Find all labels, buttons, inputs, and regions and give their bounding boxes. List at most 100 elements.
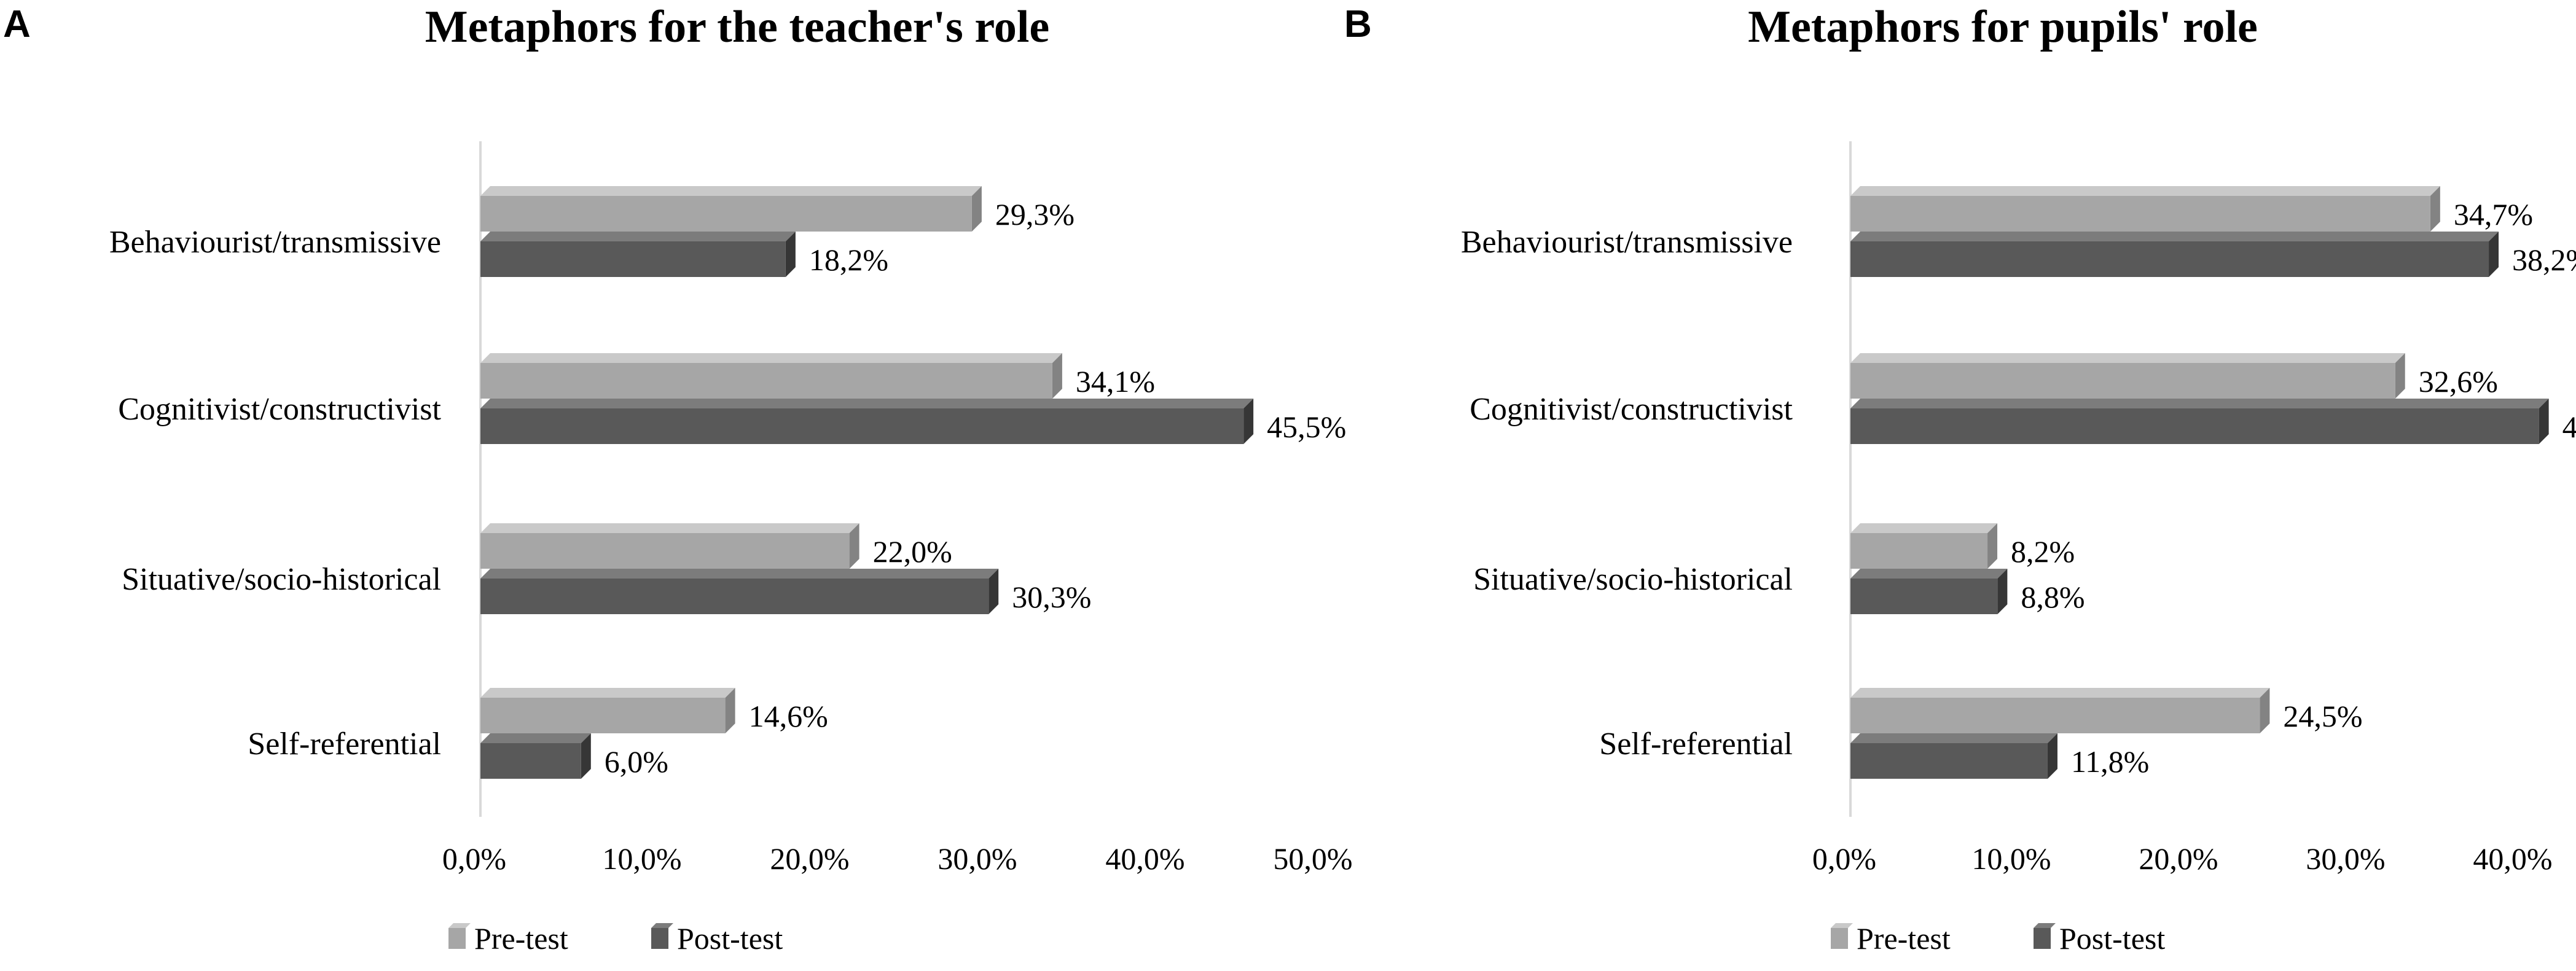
x-tick-label: 10,0% <box>602 841 681 876</box>
bar-side-face <box>785 232 796 277</box>
data-label: 41,2% <box>2562 410 2576 444</box>
data-label: 32,6% <box>2419 364 2498 399</box>
bar-post-test <box>480 399 1254 444</box>
bar-front-face <box>1850 698 2260 733</box>
bar-front-face <box>480 533 850 569</box>
bar-top-face <box>480 523 859 533</box>
bar-front-face <box>1850 408 2539 444</box>
bar-top-face <box>1850 353 2405 363</box>
bar-top-face <box>480 353 1062 363</box>
legend-swatch <box>1831 928 1848 949</box>
x-tick-label: 0,0% <box>442 841 506 876</box>
legend-label: Pre-test <box>474 921 568 956</box>
category-label: Behaviourist/transmissive <box>109 225 441 260</box>
bar-side-face <box>725 688 735 733</box>
data-label: 22,0% <box>873 534 952 569</box>
chart-panel-b: B Metaphors for pupils' role Behaviouris… <box>1344 2 2576 956</box>
bar-front-face <box>1850 579 1998 614</box>
legend-label: Post-test <box>2059 921 2165 956</box>
data-label: 14,6% <box>749 699 828 733</box>
x-tick-label: 0,0% <box>1812 841 1876 876</box>
data-label: 18,2% <box>809 243 888 277</box>
bar-side-face <box>1987 523 1998 569</box>
data-label: 6,0% <box>605 744 668 779</box>
bar-side-face <box>1997 569 2008 614</box>
bar-top-face <box>480 232 796 241</box>
bar-front-face <box>480 363 1052 399</box>
bar-front-face <box>1850 533 1988 569</box>
bar-side-face <box>2260 688 2270 733</box>
bar-top-face <box>480 399 1254 408</box>
bar-side-face <box>989 569 999 614</box>
data-label: 29,3% <box>995 197 1075 232</box>
legend-swatch <box>651 928 668 949</box>
x-tick-label: 40,0% <box>2473 841 2552 876</box>
bar-pre-test <box>1850 688 2270 733</box>
category-label: Cognitivist/constructivist <box>1470 392 1793 427</box>
bar-post-test <box>480 232 796 277</box>
x-tick-label: 30,0% <box>2306 841 2385 876</box>
category-label: Situative/socio-historical <box>1473 562 1793 597</box>
bar-side-face <box>1243 399 1254 444</box>
bar-top-face <box>1850 733 2057 743</box>
bar-top-face <box>1850 186 2440 196</box>
data-label: 24,5% <box>2283 699 2362 733</box>
panel-letter-b: B <box>1344 3 1372 45</box>
bar-front-face <box>480 241 786 277</box>
bar-post-test <box>1850 733 2057 779</box>
bar-pre-test <box>480 186 982 232</box>
chart-title-a: Metaphors for the teacher's role <box>425 2 1050 52</box>
bar-front-face <box>480 743 581 779</box>
bar-front-face <box>1850 241 2489 277</box>
bar-front-face <box>480 698 726 733</box>
bar-front-face <box>480 579 989 614</box>
data-label: 8,8% <box>2021 580 2085 614</box>
x-tick-label: 20,0% <box>2139 841 2218 876</box>
bar-post-test <box>480 733 591 779</box>
bar-post-test <box>1850 232 2499 277</box>
x-tick-label: 50,0% <box>1273 841 1352 876</box>
bar-top-face <box>1850 523 1998 533</box>
chart-title-b: Metaphors for pupils' role <box>1748 2 2258 52</box>
bar-side-face <box>2047 733 2057 779</box>
data-label: 11,8% <box>2071 744 2149 779</box>
x-tick-label: 10,0% <box>1971 841 2051 876</box>
bar-side-face <box>849 523 859 569</box>
bar-pre-test <box>480 353 1062 399</box>
category-label: Situative/socio-historical <box>122 562 441 597</box>
bar-front-face <box>1850 363 2395 399</box>
bar-top-face <box>480 186 982 196</box>
data-label: 34,7% <box>2454 197 2533 232</box>
legend-label: Post-test <box>677 921 783 956</box>
bar-top-face <box>1850 232 2499 241</box>
data-label: 45,5% <box>1267 410 1346 444</box>
panel-letter-a: A <box>3 3 31 45</box>
bar-top-face <box>1850 569 2008 579</box>
x-tick-label: 40,0% <box>1105 841 1184 876</box>
bar-side-face <box>971 186 982 232</box>
bar-post-test <box>1850 569 2008 614</box>
legend-swatch <box>2034 928 2051 949</box>
category-label: Cognitivist/constructivist <box>118 392 441 427</box>
bar-post-test <box>480 569 999 614</box>
bar-top-face <box>1850 399 2549 408</box>
bar-side-face <box>2430 186 2440 232</box>
chart-panel-a: A Metaphors for the teacher's role Behav… <box>3 2 1353 956</box>
bar-pre-test <box>1850 186 2440 232</box>
bar-side-face <box>2489 232 2499 277</box>
bar-pre-test <box>1850 353 2405 399</box>
bar-post-test <box>1850 399 2549 444</box>
bar-front-face <box>1850 743 2048 779</box>
data-label: 30,3% <box>1012 580 1091 614</box>
bar-side-face <box>2539 399 2549 444</box>
bar-top-face <box>480 688 735 698</box>
bar-side-face <box>581 733 591 779</box>
data-label: 38,2% <box>2512 243 2576 277</box>
bar-top-face <box>480 569 999 579</box>
bar-front-face <box>480 196 972 232</box>
bar-front-face <box>1850 196 2430 232</box>
legend-swatch <box>448 928 466 949</box>
category-label: Self-referential <box>1599 727 1793 762</box>
bar-top-face <box>1850 688 2270 698</box>
